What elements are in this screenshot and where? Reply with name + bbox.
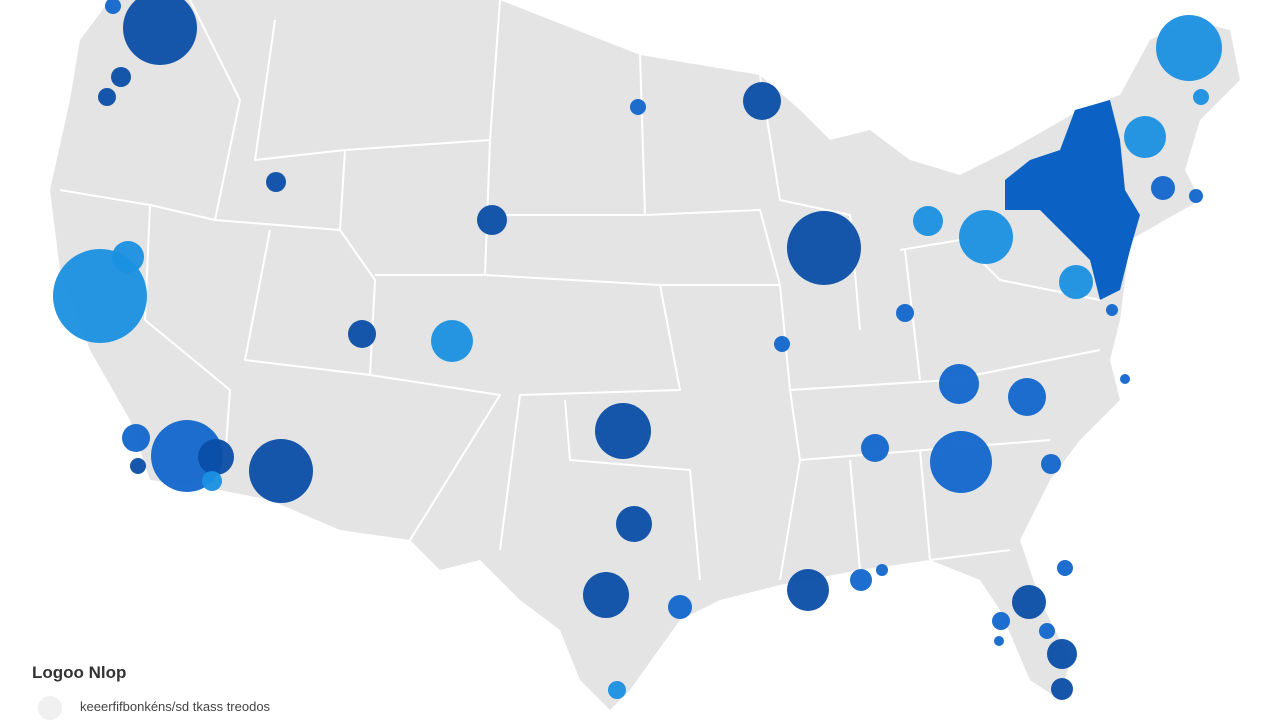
city-bubble: [53, 249, 147, 343]
country-shape: [50, 0, 1240, 710]
city-bubble: [249, 439, 313, 503]
city-bubble: [1059, 265, 1093, 299]
city-bubble: [122, 424, 150, 452]
city-bubble: [98, 88, 116, 106]
city-bubble: [608, 681, 626, 699]
city-bubble: [431, 320, 473, 362]
city-bubble: [930, 431, 992, 493]
legend-caption: keeerfifbonkéns/sd tkass treodos: [80, 699, 271, 714]
city-bubble: [913, 206, 943, 236]
city-bubble: [266, 172, 286, 192]
city-bubble: [939, 364, 979, 404]
city-bubble: [992, 612, 1010, 630]
city-bubble: [850, 569, 872, 591]
city-bubble: [1057, 560, 1073, 576]
city-bubble: [105, 0, 121, 14]
city-bubble: [1156, 15, 1222, 81]
city-bubble: [1106, 304, 1118, 316]
city-bubble: [896, 304, 914, 322]
city-bubble: [1151, 176, 1175, 200]
state-borders: [59, 0, 1101, 581]
city-bubble: [130, 458, 146, 474]
city-bubble: [1012, 585, 1046, 619]
bubble-layer: [53, 0, 1222, 700]
legend-title: Logoo Nlop: [32, 663, 126, 682]
city-bubble: [1039, 623, 1055, 639]
legend-swatch: [38, 696, 62, 720]
city-bubble: [1124, 116, 1166, 158]
city-bubble: [1193, 89, 1209, 105]
city-bubble: [477, 205, 507, 235]
city-bubble: [743, 82, 781, 120]
city-bubble: [1189, 189, 1203, 203]
city-bubble: [198, 439, 234, 475]
city-bubble: [787, 569, 829, 611]
city-bubble: [616, 506, 652, 542]
city-bubble: [861, 434, 889, 462]
city-bubble: [959, 210, 1013, 264]
city-bubble: [1120, 374, 1130, 384]
city-bubble: [583, 572, 629, 618]
city-bubble: [668, 595, 692, 619]
city-bubble: [774, 336, 790, 352]
city-bubble: [112, 241, 144, 273]
city-bubble: [1008, 378, 1046, 416]
city-bubble: [994, 636, 1004, 646]
city-bubble: [630, 99, 646, 115]
city-bubble: [595, 403, 651, 459]
city-bubble: [111, 67, 131, 87]
city-bubble: [202, 471, 222, 491]
city-bubble: [876, 564, 888, 576]
city-bubble: [1041, 454, 1061, 474]
city-bubble: [1047, 639, 1077, 669]
city-bubble: [123, 0, 197, 65]
highlighted-state: [1005, 100, 1140, 300]
city-bubble: [348, 320, 376, 348]
city-bubble: [1051, 678, 1073, 700]
city-bubble: [787, 211, 861, 285]
